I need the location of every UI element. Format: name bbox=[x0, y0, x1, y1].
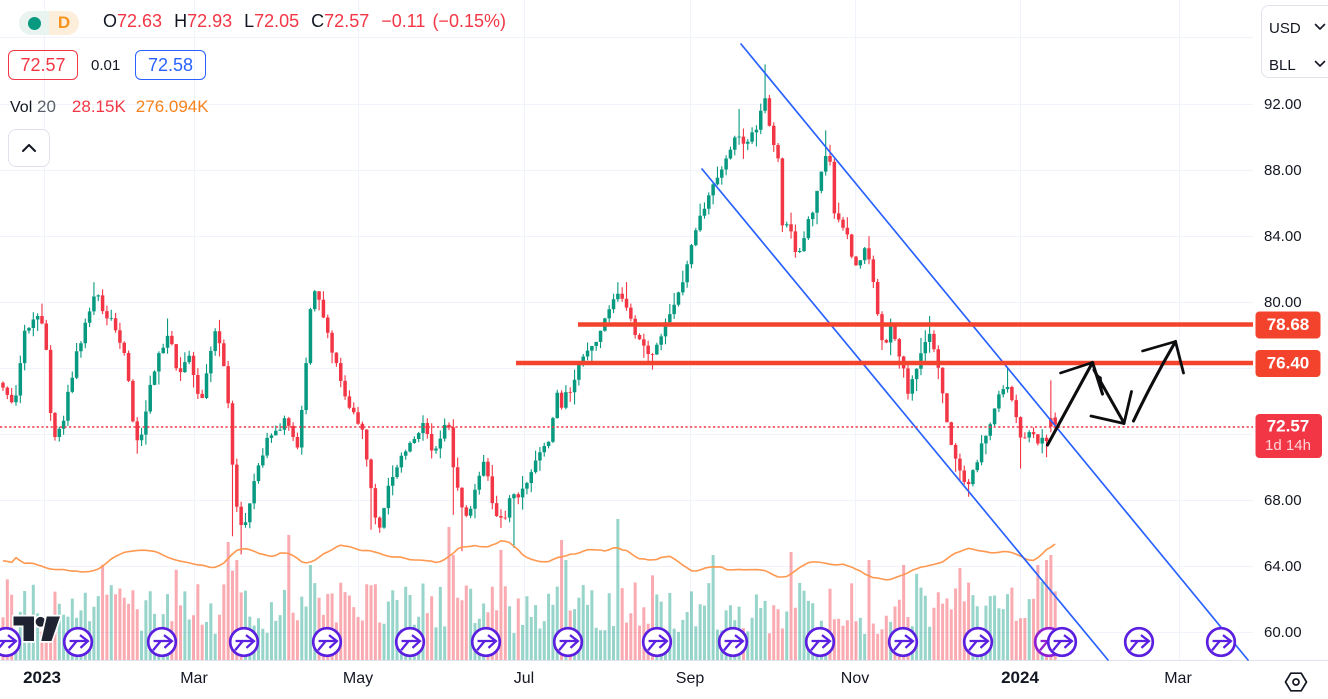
svg-text:84.00: 84.00 bbox=[1264, 228, 1302, 245]
svg-text:80.00: 80.00 bbox=[1264, 294, 1302, 311]
svg-text:64.00: 64.00 bbox=[1264, 558, 1302, 575]
svg-text:Mar: Mar bbox=[1164, 670, 1192, 687]
svg-text:2023: 2023 bbox=[23, 668, 61, 687]
svg-text:72.57: 72.57 bbox=[1267, 417, 1310, 436]
svg-text:Sep: Sep bbox=[676, 670, 705, 687]
svg-text:Nov: Nov bbox=[841, 670, 869, 687]
svg-text:2024: 2024 bbox=[1001, 668, 1039, 687]
svg-text:60.00: 60.00 bbox=[1264, 624, 1302, 641]
svg-text:78.68: 78.68 bbox=[1267, 315, 1310, 334]
svg-text:May: May bbox=[343, 670, 373, 687]
svg-text:1d 14h: 1d 14h bbox=[1265, 437, 1311, 454]
svg-text:88.00: 88.00 bbox=[1264, 162, 1302, 179]
svg-text:Mar: Mar bbox=[180, 670, 208, 687]
svg-text:92.00: 92.00 bbox=[1264, 96, 1302, 113]
svg-text:68.00: 68.00 bbox=[1264, 492, 1302, 509]
svg-text:Jul: Jul bbox=[514, 670, 534, 687]
svg-text:76.40: 76.40 bbox=[1267, 354, 1310, 373]
